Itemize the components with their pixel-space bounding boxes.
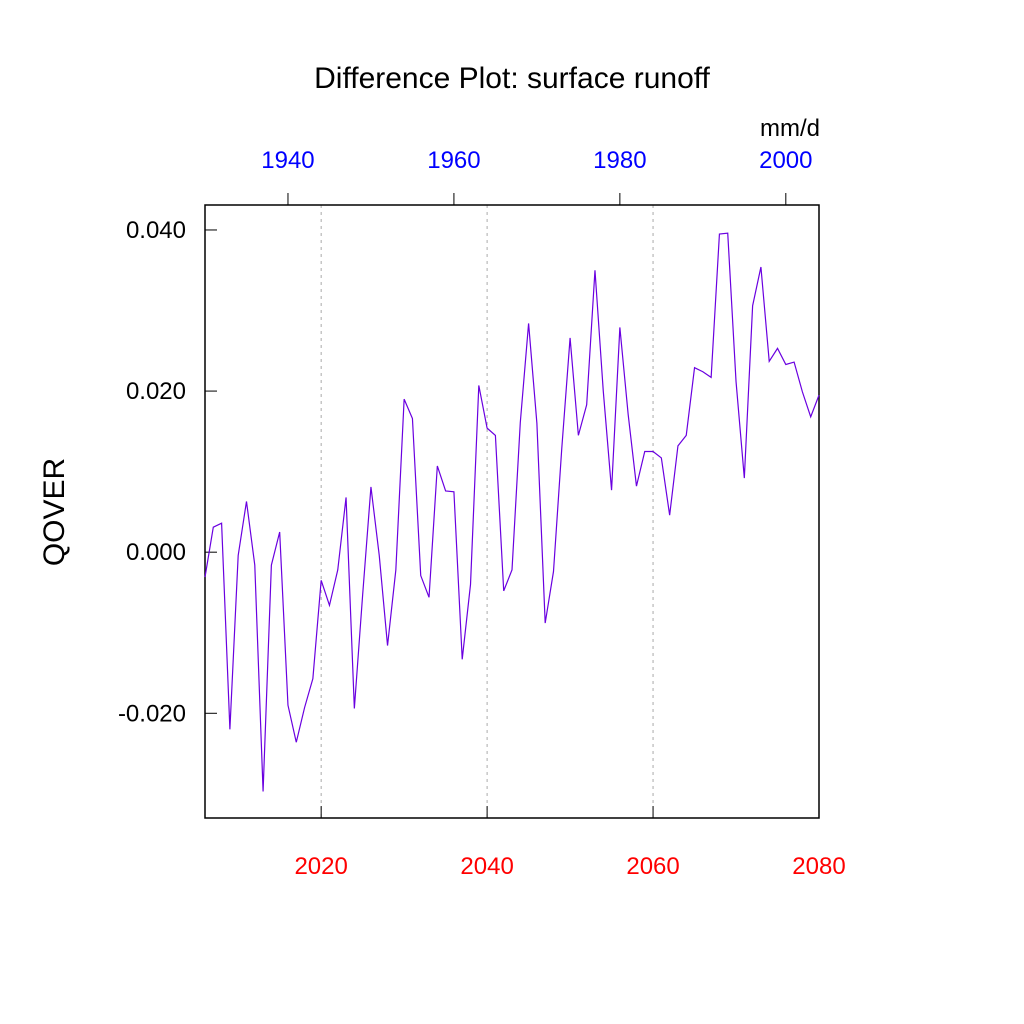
y-tick-label: -0.020 — [118, 700, 186, 727]
x-tick-label: 2080 — [792, 853, 845, 880]
plot-frame — [204, 204, 820, 819]
x-tick-label: 2020 — [294, 853, 347, 880]
x2-tick-label: 1940 — [261, 147, 314, 174]
x2-tick-label: 1980 — [593, 147, 646, 174]
chart-title: Difference Plot: surface runoff — [314, 62, 710, 95]
y-tick-label: 0.020 — [126, 378, 186, 405]
x2-tick-label: 1960 — [427, 147, 480, 174]
data-line — [204, 232, 820, 792]
x2-tick-label: 2000 — [759, 147, 812, 174]
x-tick-label: 2060 — [626, 853, 679, 880]
y-axis-label: QOVER — [38, 458, 71, 566]
x-tick-label: 2040 — [460, 853, 513, 880]
y-tick-label: 0.040 — [126, 217, 186, 244]
y-tick-label: 0.000 — [126, 539, 186, 566]
units-label: mm/d — [760, 115, 820, 142]
